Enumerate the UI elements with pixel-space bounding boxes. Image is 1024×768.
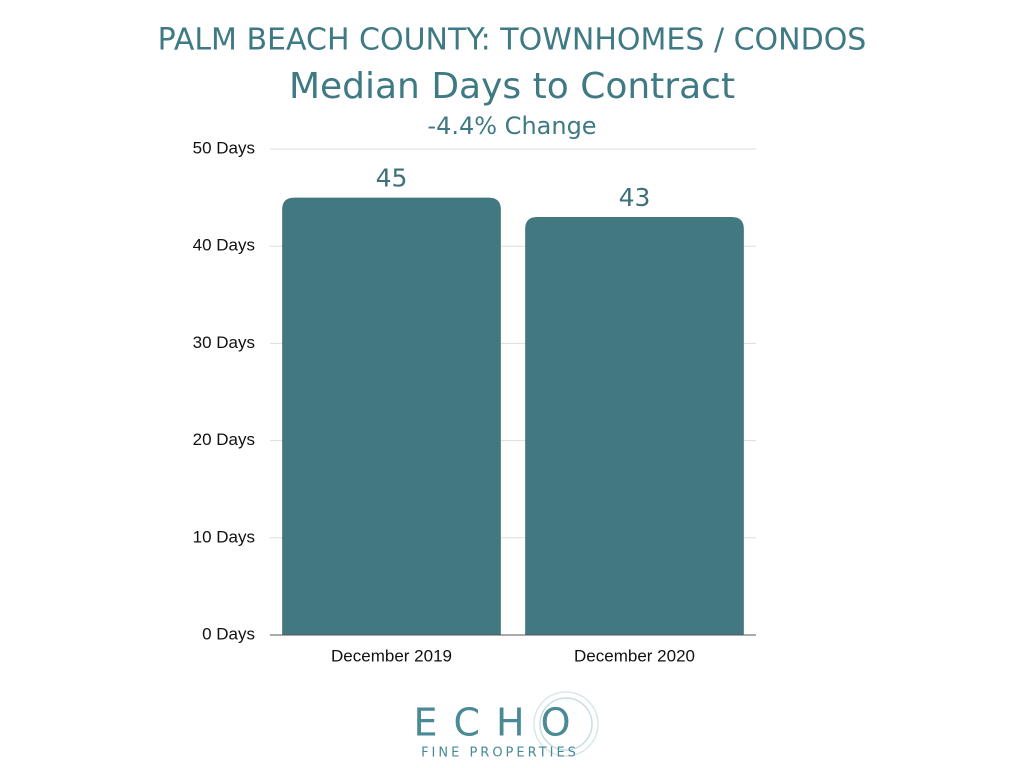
y-tick-label: 0 Days: [202, 624, 255, 643]
logo: ECHO FINE PROPERTIES: [413, 691, 599, 761]
y-tick-label: 30 Days: [193, 333, 255, 352]
logo-tagline: FINE PROPERTIES: [421, 746, 579, 761]
logo-name: ECHO: [413, 701, 586, 745]
logo-ring: [533, 691, 599, 757]
y-tick-label: 50 Days: [193, 138, 255, 157]
value-label: 43: [619, 183, 651, 212]
x-tick-label: December 2020: [574, 646, 695, 665]
y-tick-label: 20 Days: [193, 430, 255, 449]
chart-subtitle: Median Days to Contract: [289, 66, 735, 107]
chart-title: PALM BEACH COUNTY: TOWNHOMES / CONDOS: [158, 23, 867, 58]
value-label: 45: [376, 164, 408, 193]
bar: [525, 217, 744, 636]
x-tick-label: December 2019: [331, 646, 452, 665]
y-tick-label: 10 Days: [193, 527, 255, 546]
bar: [282, 197, 501, 635]
change-annotation: -4.4% Change: [427, 112, 596, 140]
logo-ring: [539, 697, 593, 751]
y-tick-label: 40 Days: [193, 236, 255, 255]
